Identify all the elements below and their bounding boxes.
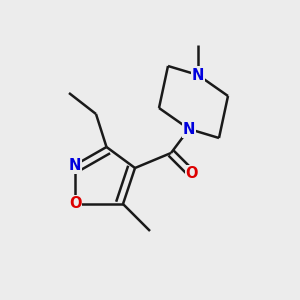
Text: N: N	[192, 68, 204, 82]
Text: O: O	[69, 196, 81, 211]
Text: N: N	[69, 158, 81, 172]
Text: O: O	[186, 167, 198, 182]
Text: N: N	[183, 122, 195, 136]
